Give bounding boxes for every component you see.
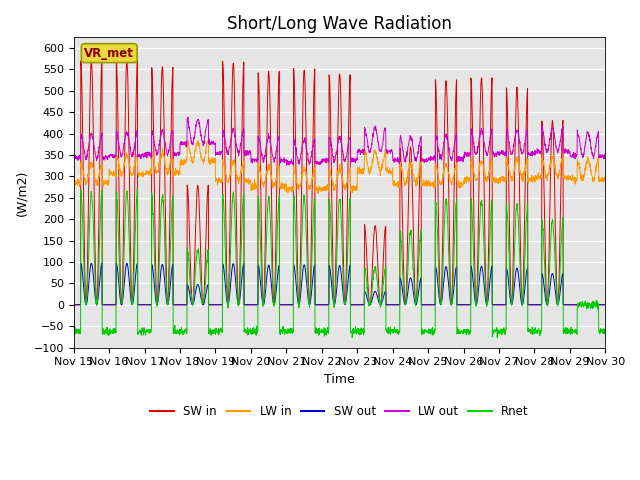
LW in bbox=[184, 137, 191, 143]
LW in bbox=[602, 177, 609, 182]
SW out bbox=[218, 302, 226, 308]
Text: VR_met: VR_met bbox=[84, 47, 134, 60]
SW out bbox=[88, 261, 95, 266]
Line: Rnet: Rnet bbox=[74, 189, 605, 338]
LW out bbox=[283, 162, 291, 168]
X-axis label: Time: Time bbox=[324, 373, 355, 386]
SW in bbox=[602, 302, 609, 308]
Rnet bbox=[602, 330, 609, 336]
Rnet bbox=[495, 329, 502, 335]
LW out bbox=[367, 146, 374, 152]
Rnet bbox=[133, 186, 141, 192]
LW in bbox=[314, 191, 322, 196]
Rnet bbox=[218, 330, 226, 336]
LW out bbox=[355, 147, 363, 153]
SW in bbox=[367, 299, 374, 305]
LW in bbox=[218, 179, 226, 185]
SW in bbox=[70, 302, 77, 308]
LW out bbox=[495, 151, 502, 157]
SW out bbox=[555, 300, 563, 306]
LW out bbox=[570, 149, 577, 155]
Y-axis label: (W/m2): (W/m2) bbox=[15, 169, 28, 216]
SW out bbox=[70, 302, 77, 308]
LW out bbox=[218, 149, 226, 155]
Rnet bbox=[555, 297, 563, 302]
LW in bbox=[495, 177, 502, 183]
SW out bbox=[570, 302, 577, 308]
LW out bbox=[555, 147, 563, 153]
LW out bbox=[70, 155, 77, 160]
Rnet bbox=[355, 326, 363, 332]
Rnet bbox=[570, 328, 577, 334]
SW out bbox=[355, 302, 363, 308]
SW in bbox=[494, 302, 502, 308]
SW out bbox=[367, 301, 374, 307]
SW in bbox=[134, 58, 141, 63]
LW in bbox=[570, 175, 577, 181]
Rnet bbox=[367, 299, 374, 305]
Legend: SW in, LW in, SW out, LW out, Rnet: SW in, LW in, SW out, LW out, Rnet bbox=[146, 400, 533, 422]
LW in bbox=[555, 173, 563, 179]
SW in bbox=[355, 302, 363, 308]
Title: Short/Long Wave Radiation: Short/Long Wave Radiation bbox=[227, 15, 452, 33]
LW in bbox=[367, 168, 374, 174]
SW in bbox=[570, 302, 577, 308]
LW in bbox=[70, 182, 77, 188]
SW out bbox=[494, 302, 502, 308]
LW out bbox=[602, 153, 609, 158]
SW out bbox=[602, 302, 609, 308]
Rnet bbox=[70, 327, 77, 333]
SW in bbox=[218, 302, 226, 308]
Line: SW out: SW out bbox=[74, 264, 605, 305]
Line: LW in: LW in bbox=[74, 140, 605, 193]
LW in bbox=[355, 165, 363, 170]
LW out bbox=[184, 114, 192, 120]
Line: LW out: LW out bbox=[74, 117, 605, 165]
Line: SW in: SW in bbox=[74, 60, 605, 305]
Rnet bbox=[493, 335, 501, 341]
SW in bbox=[555, 290, 563, 296]
